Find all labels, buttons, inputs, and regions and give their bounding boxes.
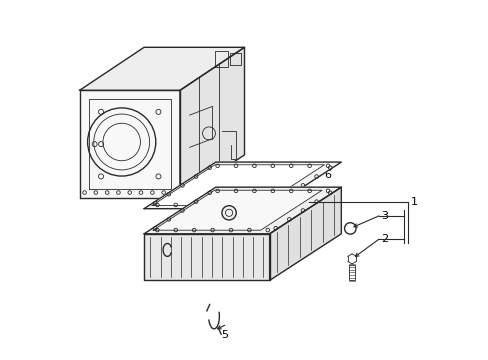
Polygon shape: [80, 47, 244, 90]
Text: 4: 4: [149, 239, 156, 249]
Text: 1: 1: [410, 197, 417, 207]
Polygon shape: [144, 162, 341, 209]
Text: 5: 5: [221, 330, 228, 340]
Polygon shape: [144, 234, 269, 280]
Text: 7: 7: [252, 208, 259, 218]
Text: 6: 6: [324, 170, 330, 180]
Polygon shape: [153, 190, 322, 230]
Text: 2: 2: [380, 234, 387, 244]
Polygon shape: [144, 187, 341, 234]
Polygon shape: [269, 187, 341, 280]
Polygon shape: [152, 165, 324, 206]
Circle shape: [222, 206, 236, 220]
Polygon shape: [180, 47, 244, 198]
Polygon shape: [80, 90, 180, 198]
Text: 3: 3: [380, 211, 387, 221]
